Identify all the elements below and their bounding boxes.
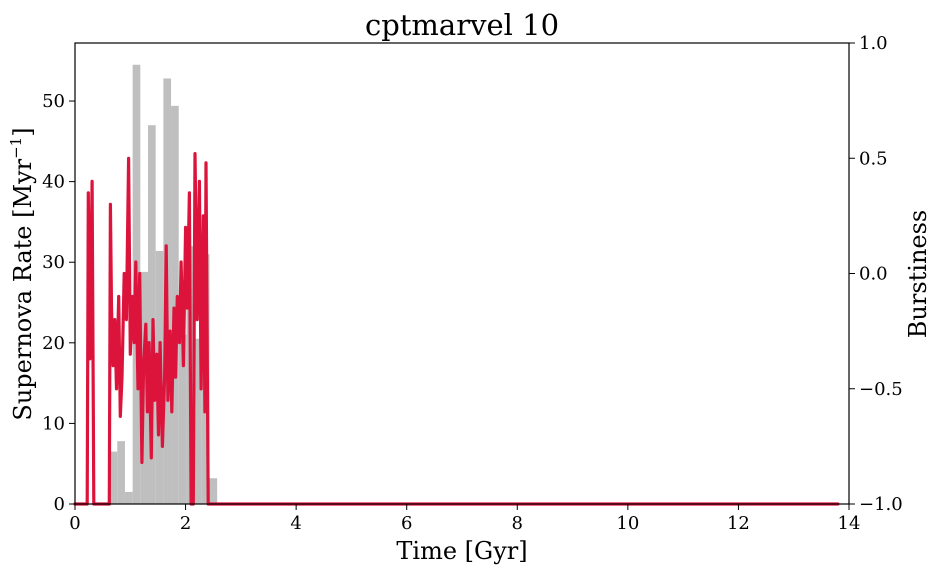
y-tick-label: 40 <box>42 172 65 193</box>
histogram-bar <box>109 451 118 504</box>
chart-title: cptmarvel 10 <box>365 8 559 42</box>
x-tick-label: 0 <box>69 513 80 534</box>
x-tick-label: 4 <box>290 513 301 534</box>
x-tick-label: 12 <box>727 513 750 534</box>
x-tick-label: 8 <box>512 513 523 534</box>
y-tick-label: 30 <box>42 252 65 273</box>
y2-tick-label: 1.0 <box>859 33 888 54</box>
y2-tick-label: −1.0 <box>859 494 903 515</box>
y-tick-label: 10 <box>42 413 65 434</box>
x-tick-label: 6 <box>401 513 412 534</box>
x-tick-label: 10 <box>616 513 639 534</box>
burstiness-series-line <box>73 152 840 506</box>
y-axis-label: Supernova Rate [Myr−1] <box>7 127 37 420</box>
y-tick-label: 20 <box>42 333 65 354</box>
x-tick-label: 14 <box>838 513 861 534</box>
histogram-bar <box>178 334 187 504</box>
y-axis-label-superscript: −1 <box>7 137 25 159</box>
histogram-bar <box>124 491 133 504</box>
y2-axis-label: Burstiness <box>904 210 932 339</box>
y2-tick-label: 0.0 <box>859 264 888 285</box>
y-axis-label-close: ] <box>9 127 37 136</box>
histogram-bar <box>209 478 218 504</box>
histogram-bar <box>194 338 202 504</box>
y-tick-label: 0 <box>54 494 65 515</box>
histogram-bar <box>148 125 156 504</box>
histogram-bar <box>171 105 179 504</box>
x-axis-label: Time [Gyr] <box>396 537 527 565</box>
burstiness-line <box>73 152 840 506</box>
histogram-bar <box>117 441 125 504</box>
x-tick-label: 2 <box>180 513 191 534</box>
y-axis-ticks: 0 10 20 30 40 50 <box>42 91 75 515</box>
x-axis-ticks: 0 2 4 6 8 10 12 14 <box>69 504 860 534</box>
y-tick-label: 50 <box>42 91 65 112</box>
y2-axis-ticks: −1.0 −0.5 0.0 0.5 1.0 <box>849 33 903 515</box>
y2-tick-label: −0.5 <box>859 379 903 400</box>
y-axis-label-main: Supernova Rate [Myr <box>9 158 37 420</box>
y2-tick-label: 0.5 <box>859 148 888 169</box>
